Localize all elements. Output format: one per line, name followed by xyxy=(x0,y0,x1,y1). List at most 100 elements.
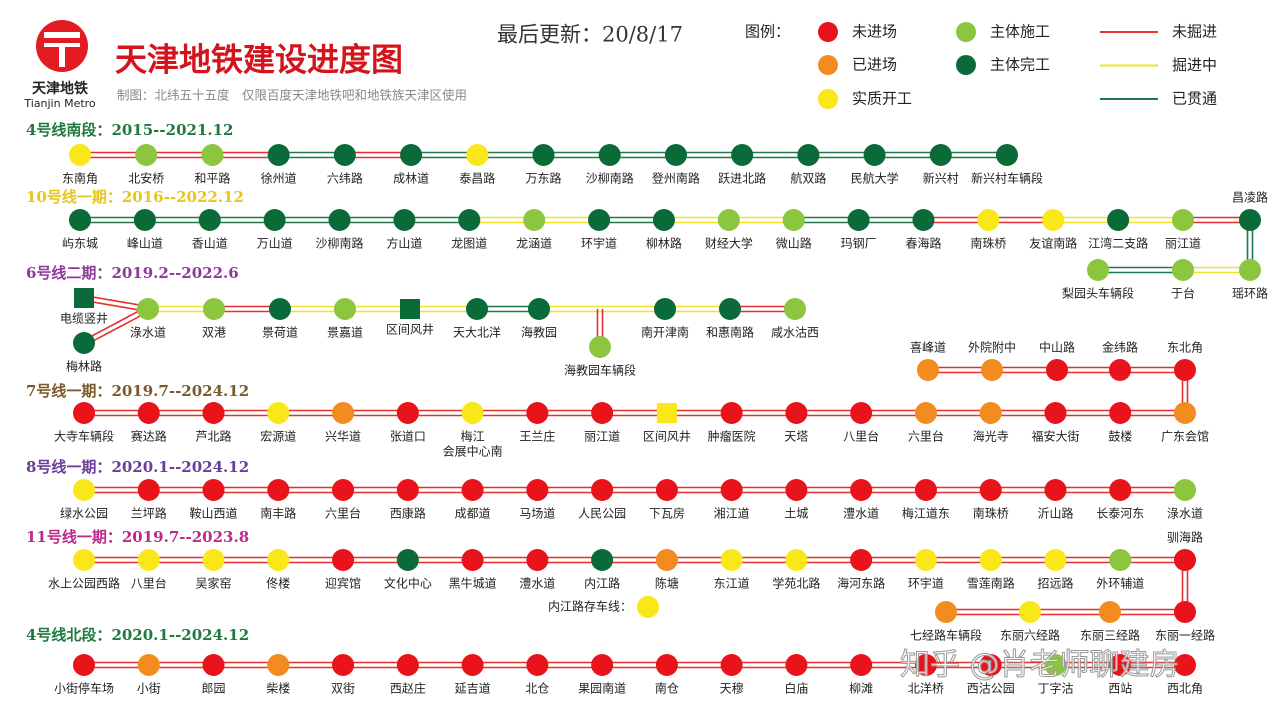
station-label: 友谊南路 xyxy=(1029,236,1077,251)
station xyxy=(1087,259,1109,281)
station-label: 白庙 xyxy=(784,681,808,696)
station-label: 雪莲南路 xyxy=(967,576,1015,591)
station xyxy=(591,479,614,501)
station-label: 南仓 xyxy=(655,681,679,696)
station xyxy=(523,209,546,231)
station xyxy=(1174,359,1196,381)
station-label: 淥水道 xyxy=(130,326,166,340)
station xyxy=(720,479,743,501)
station-label: 海光寺 xyxy=(973,429,1009,444)
legend-dot xyxy=(818,89,838,109)
station xyxy=(929,144,952,166)
station-label: 学苑北路 xyxy=(772,576,820,591)
station xyxy=(850,654,873,676)
station-label: 下瓦房 xyxy=(649,506,685,521)
station xyxy=(1046,359,1068,381)
station xyxy=(73,479,95,501)
legend-dot xyxy=(956,22,976,42)
station xyxy=(1044,654,1067,676)
station xyxy=(782,209,805,231)
station-label: 西赵庄 xyxy=(390,681,426,696)
station-label: 跃进北路 xyxy=(718,171,766,186)
station-label: 航双路 xyxy=(790,171,826,186)
station-label: 徐州道 xyxy=(261,171,297,186)
station-label: 梅江道东 xyxy=(902,506,950,521)
station-label: 小街停车场 xyxy=(54,681,114,696)
station xyxy=(979,549,1002,571)
station-label: 丽江道 xyxy=(1165,237,1201,251)
station-label: 登州南路 xyxy=(652,171,700,186)
station-label: 双街 xyxy=(331,682,355,696)
track xyxy=(83,299,148,313)
note-dot xyxy=(637,596,659,618)
station xyxy=(137,402,160,424)
station xyxy=(526,654,549,676)
station-label: 双港 xyxy=(202,326,226,340)
station-label: 柳林路 xyxy=(646,236,682,251)
station xyxy=(74,288,94,308)
station xyxy=(914,654,937,676)
station xyxy=(979,402,1002,424)
station xyxy=(1109,479,1132,501)
title: 天津地铁建设进度图 xyxy=(115,41,403,79)
station-label: 招远路 xyxy=(1037,576,1073,591)
station xyxy=(69,209,91,231)
station-label: 佟楼 xyxy=(266,576,290,591)
station-label: 成都道 xyxy=(455,507,491,521)
station-label: 东丽一经路 xyxy=(1155,628,1215,643)
station-label: 环宇道 xyxy=(908,577,944,591)
station xyxy=(1044,479,1067,501)
station xyxy=(863,144,886,166)
legend-label: 未进场 xyxy=(852,23,897,41)
station xyxy=(977,209,1000,231)
station-label: 东南角 xyxy=(62,171,98,186)
station-label: 外院附中 xyxy=(968,340,1016,355)
station xyxy=(202,479,225,501)
station-label: 新兴村车辆段 xyxy=(971,171,1043,186)
station xyxy=(914,402,937,424)
station xyxy=(137,549,160,571)
station-label: 梅林路 xyxy=(66,359,102,374)
station xyxy=(664,144,687,166)
station xyxy=(1239,209,1261,231)
station xyxy=(731,144,754,166)
legend-label: 已进场 xyxy=(852,56,897,74)
station-label: 澧水道 xyxy=(519,577,555,591)
station-label: 北仓 xyxy=(525,682,549,696)
station-label: 屿东城 xyxy=(62,237,98,251)
station xyxy=(1107,209,1130,231)
station xyxy=(461,479,484,501)
station-label: 马场道 xyxy=(519,507,555,521)
station xyxy=(850,479,873,501)
station xyxy=(396,654,419,676)
station xyxy=(267,654,290,676)
station-label: 小街 xyxy=(137,682,161,696)
station-label: 六里台 xyxy=(908,429,944,444)
line-title: 6号线二期：2019.2--2022.6 xyxy=(26,264,239,282)
station-label: 北洋桥 xyxy=(908,681,944,696)
station-label: 东丽六经路 xyxy=(1000,628,1060,643)
station-label: 北安桥 xyxy=(128,171,164,186)
station-label: 海教园 xyxy=(521,325,557,340)
station xyxy=(591,549,614,571)
station xyxy=(850,402,873,424)
station xyxy=(461,402,484,424)
station-label: 柴楼 xyxy=(266,681,290,696)
station xyxy=(850,549,873,571)
station xyxy=(466,298,488,320)
station xyxy=(332,549,355,571)
logo: 天津地铁 Tianjin Metro xyxy=(23,20,96,110)
station xyxy=(137,479,160,501)
station xyxy=(466,144,489,166)
station-label: 西沽公园 xyxy=(967,682,1015,696)
note-label: 内江路存车线： xyxy=(548,599,632,614)
station-label: 芦北路 xyxy=(196,429,232,444)
station-label: 和平路 xyxy=(194,171,230,186)
station xyxy=(1109,402,1132,424)
station-label: 天塔 xyxy=(784,430,808,444)
station xyxy=(591,654,614,676)
station xyxy=(591,402,614,424)
station-label: 玛钢厂 xyxy=(841,237,877,251)
legend-label: 主体施工 xyxy=(990,23,1050,41)
